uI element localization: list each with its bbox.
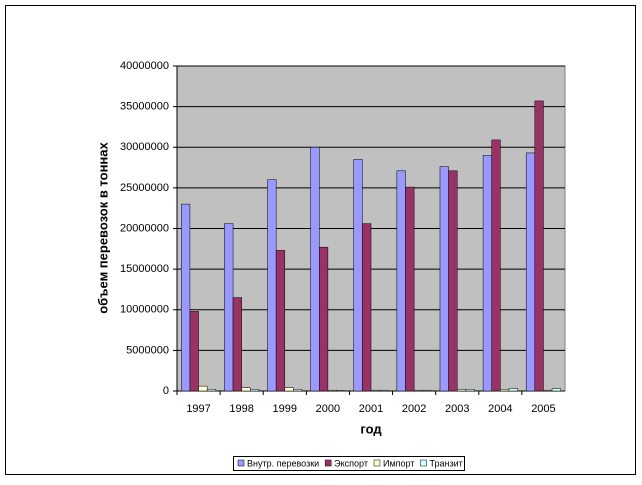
bar <box>267 179 277 392</box>
x-tick-label: 2005 <box>531 403 555 415</box>
legend-label: Импорт <box>383 458 414 468</box>
bar <box>491 139 501 392</box>
x-tick-label: 2000 <box>316 403 340 415</box>
x-tick-label: 2001 <box>359 403 383 415</box>
bar <box>310 147 320 392</box>
bar <box>336 390 346 392</box>
y-tick-label: 5000000 <box>126 344 169 356</box>
bar <box>181 203 191 392</box>
bar <box>327 389 337 392</box>
bar <box>413 389 423 392</box>
bar <box>405 186 415 392</box>
x-tick-label: 1997 <box>186 403 210 415</box>
bar <box>525 152 536 392</box>
x-tick-label: 1998 <box>229 403 253 415</box>
bar <box>353 159 363 392</box>
x-tick-label: 1999 <box>273 403 297 415</box>
x-tick-label: 2002 <box>402 403 426 415</box>
y-tick-label: 15000000 <box>120 263 169 275</box>
legend-swatch <box>420 459 427 467</box>
bar <box>206 389 217 392</box>
legend-label: Экспорт <box>334 458 368 468</box>
bar <box>319 246 329 392</box>
bar <box>396 170 406 392</box>
x-tick-label: 2003 <box>445 403 469 415</box>
x-tick-label: 2004 <box>488 403 512 415</box>
bar <box>250 389 260 392</box>
bar <box>379 389 389 392</box>
y-axis-title: объем перевозок в тоннах <box>95 141 110 313</box>
legend-swatch <box>324 459 332 467</box>
bar <box>448 170 458 392</box>
bar <box>189 311 199 392</box>
bar <box>241 387 251 392</box>
y-tick-label: 0 <box>163 385 169 397</box>
bar <box>551 388 561 392</box>
y-tick-label: 35000000 <box>120 101 169 113</box>
bar <box>275 250 286 392</box>
bar <box>500 389 510 392</box>
x-axis-title: год <box>360 421 382 436</box>
bar <box>422 389 432 392</box>
legend-swatch <box>237 459 245 467</box>
bar <box>293 389 303 392</box>
bar <box>439 166 449 392</box>
bar <box>465 389 475 392</box>
bar <box>224 223 234 392</box>
legend-label: Внутр. перевозки <box>247 458 319 468</box>
y-tick-label: 20000000 <box>120 222 169 234</box>
legend <box>233 456 465 471</box>
bar <box>456 389 467 392</box>
y-tick-label: 30000000 <box>120 141 169 153</box>
y-tick-label: 40000000 <box>120 60 169 72</box>
bar <box>284 387 294 392</box>
bar <box>232 297 242 392</box>
y-tick-label: 25000000 <box>120 182 169 194</box>
bar <box>362 223 372 392</box>
bar <box>534 100 544 392</box>
legend-swatch <box>373 459 381 467</box>
y-tick-label: 10000000 <box>120 304 169 316</box>
bar <box>543 389 553 392</box>
legend-label: Транзит <box>429 458 462 468</box>
bar <box>508 388 518 392</box>
bar <box>482 155 492 392</box>
bar <box>198 385 208 392</box>
bar <box>370 389 380 392</box>
